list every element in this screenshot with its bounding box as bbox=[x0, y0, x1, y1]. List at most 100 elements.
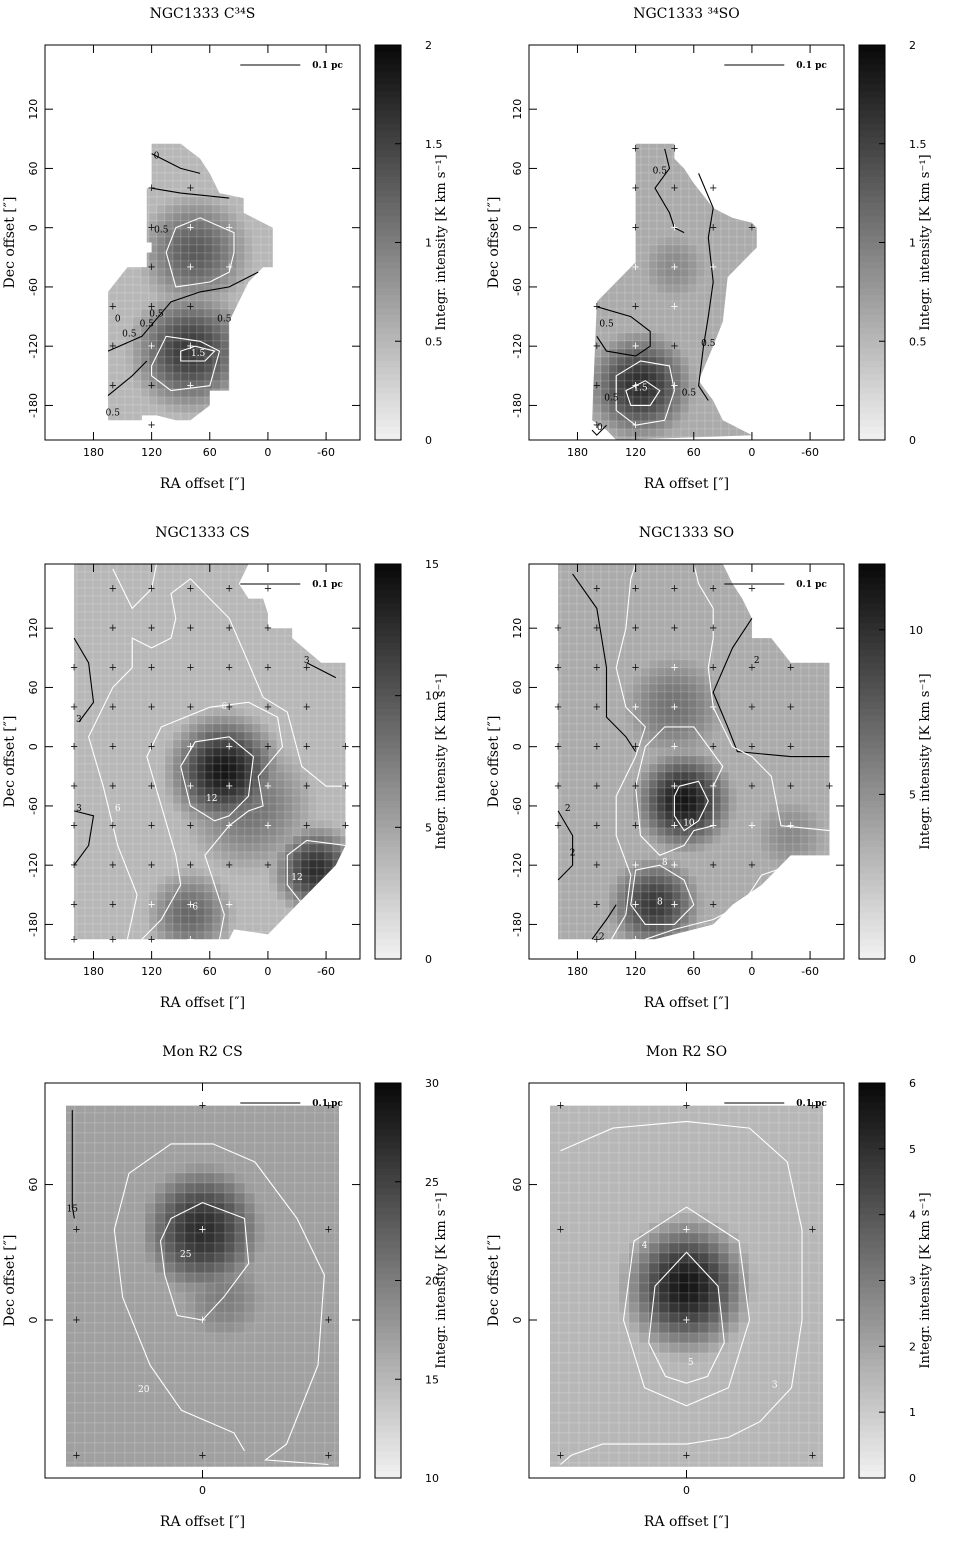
contour-line bbox=[151, 187, 230, 199]
x-axis-label: RA offset [″] bbox=[160, 995, 245, 1011]
position-marker: + bbox=[186, 821, 194, 832]
contour-line bbox=[622, 1206, 751, 1407]
position-marker: + bbox=[554, 623, 562, 634]
position-marker: + bbox=[302, 821, 310, 832]
position-marker: + bbox=[709, 860, 717, 871]
colorbar-tick-label: 5 bbox=[909, 1143, 916, 1156]
position-marker: + bbox=[631, 341, 639, 352]
position-marker: + bbox=[631, 663, 639, 674]
position-marker: + bbox=[109, 702, 117, 713]
position-marker: + bbox=[593, 742, 601, 753]
position-marker: + bbox=[147, 381, 155, 392]
position-marker: + bbox=[302, 742, 310, 753]
contour-line bbox=[693, 563, 830, 832]
position-marker: + bbox=[341, 821, 349, 832]
contour-label: 0.5 bbox=[701, 339, 716, 349]
heatmap-cells bbox=[592, 143, 757, 440]
position-marker: + bbox=[631, 223, 639, 234]
contour-line bbox=[180, 345, 216, 362]
position-marker: + bbox=[186, 663, 194, 674]
position-marker: + bbox=[109, 381, 117, 392]
position-marker: + bbox=[186, 183, 194, 194]
position-marker: + bbox=[186, 860, 194, 871]
position-marker: + bbox=[225, 781, 233, 792]
position-marker: + bbox=[631, 781, 639, 792]
y-tick-label: -60 bbox=[27, 278, 40, 296]
y-axis-label: Dec offset [″] bbox=[486, 197, 502, 289]
position-marker: + bbox=[631, 821, 639, 832]
colorbar: 0 0.5 1 1.5 2 bbox=[374, 39, 443, 447]
position-marker: + bbox=[225, 860, 233, 871]
x-axis-label: RA offset [″] bbox=[160, 1514, 245, 1530]
colorbar-tick-label: 0 bbox=[909, 434, 916, 447]
position-marker: + bbox=[70, 781, 78, 792]
colorbar-frame bbox=[374, 563, 402, 960]
position-marker: + bbox=[109, 341, 117, 352]
x-tick-label: -60 bbox=[317, 965, 335, 978]
position-marker: + bbox=[670, 742, 678, 753]
chart-title: Mon R2 SO bbox=[646, 1044, 727, 1060]
contour-label: 0.5 bbox=[217, 315, 232, 325]
position-marker: + bbox=[109, 584, 117, 595]
position-marker: + bbox=[670, 341, 678, 352]
position-marker: + bbox=[682, 1315, 690, 1326]
colorbar-label: Integr. intensity [K km s⁻¹] bbox=[434, 154, 449, 330]
colorbar-tick-label: 0.5 bbox=[425, 335, 443, 348]
contour-label: 20 bbox=[138, 1385, 150, 1395]
y-axis-label: Dec offset [″] bbox=[486, 1235, 502, 1327]
x-axis: 180 120 60 0 -60 bbox=[567, 45, 819, 459]
contour-line bbox=[648, 1251, 725, 1384]
position-marker: + bbox=[186, 742, 194, 753]
y-tick-label: 60 bbox=[27, 161, 40, 175]
position-marker: + bbox=[709, 702, 717, 713]
x-tick-label: 0 bbox=[748, 446, 755, 459]
panel-monr2-cs: Mon R2 CS 15 25 20 + + + + + + + + + + +0.1 pc 0 RA offs… bbox=[0, 1038, 484, 1557]
position-marker: + bbox=[631, 860, 639, 871]
position-marker: + bbox=[808, 1101, 816, 1112]
y-tick-label: -60 bbox=[511, 278, 524, 296]
x-tick-label: 180 bbox=[83, 446, 104, 459]
position-marker: + bbox=[554, 821, 562, 832]
position-marker: + bbox=[593, 900, 601, 911]
position-marker: + bbox=[682, 1101, 690, 1112]
position-marker: + bbox=[109, 821, 117, 832]
contour-label: 0.5 bbox=[154, 226, 169, 236]
position-marker: + bbox=[670, 381, 678, 392]
position-marker: + bbox=[147, 623, 155, 634]
position-marker: + bbox=[670, 302, 678, 313]
position-marker: + bbox=[341, 742, 349, 753]
contour-label: 12 bbox=[291, 873, 302, 883]
position-marker: + bbox=[324, 1450, 332, 1461]
y-tick-label: -180 bbox=[27, 912, 40, 937]
observed-positions: + + + + + + + + + + + + + + + + + + + + + + + bbox=[593, 144, 756, 432]
position-marker: + bbox=[186, 623, 194, 634]
scale-bar-label: 0.1 pc bbox=[312, 61, 343, 71]
contour-label: 15 bbox=[67, 1205, 79, 1215]
position-marker: + bbox=[670, 584, 678, 595]
x-tick-label: 60 bbox=[203, 446, 217, 459]
y-tick-label: 60 bbox=[27, 680, 40, 694]
position-marker: + bbox=[825, 781, 833, 792]
position-marker: + bbox=[147, 821, 155, 832]
position-marker: + bbox=[147, 860, 155, 871]
colorbar-tick-label: 0 bbox=[909, 953, 916, 966]
contour-line bbox=[610, 563, 646, 940]
contour-label: 0 bbox=[154, 152, 160, 162]
y-tick-label: -60 bbox=[511, 797, 524, 815]
x-tick-label: 0 bbox=[683, 1484, 690, 1497]
colorbar-tick-label: 15 bbox=[425, 1373, 439, 1386]
contour-line bbox=[88, 578, 346, 940]
y-tick-label: -120 bbox=[27, 334, 40, 359]
scale-bar-label: 0.1 pc bbox=[312, 580, 343, 590]
x-tick-label: 60 bbox=[687, 446, 701, 459]
position-marker: + bbox=[264, 821, 272, 832]
position-marker: + bbox=[556, 1450, 564, 1461]
y-tick-label: -180 bbox=[511, 912, 524, 937]
position-marker: + bbox=[70, 821, 78, 832]
position-marker: + bbox=[709, 262, 717, 273]
contour-line bbox=[572, 573, 637, 752]
x-tick-label: 180 bbox=[83, 965, 104, 978]
x-tick-label: 120 bbox=[141, 446, 162, 459]
position-marker: + bbox=[225, 663, 233, 674]
position-marker: + bbox=[72, 1450, 80, 1461]
